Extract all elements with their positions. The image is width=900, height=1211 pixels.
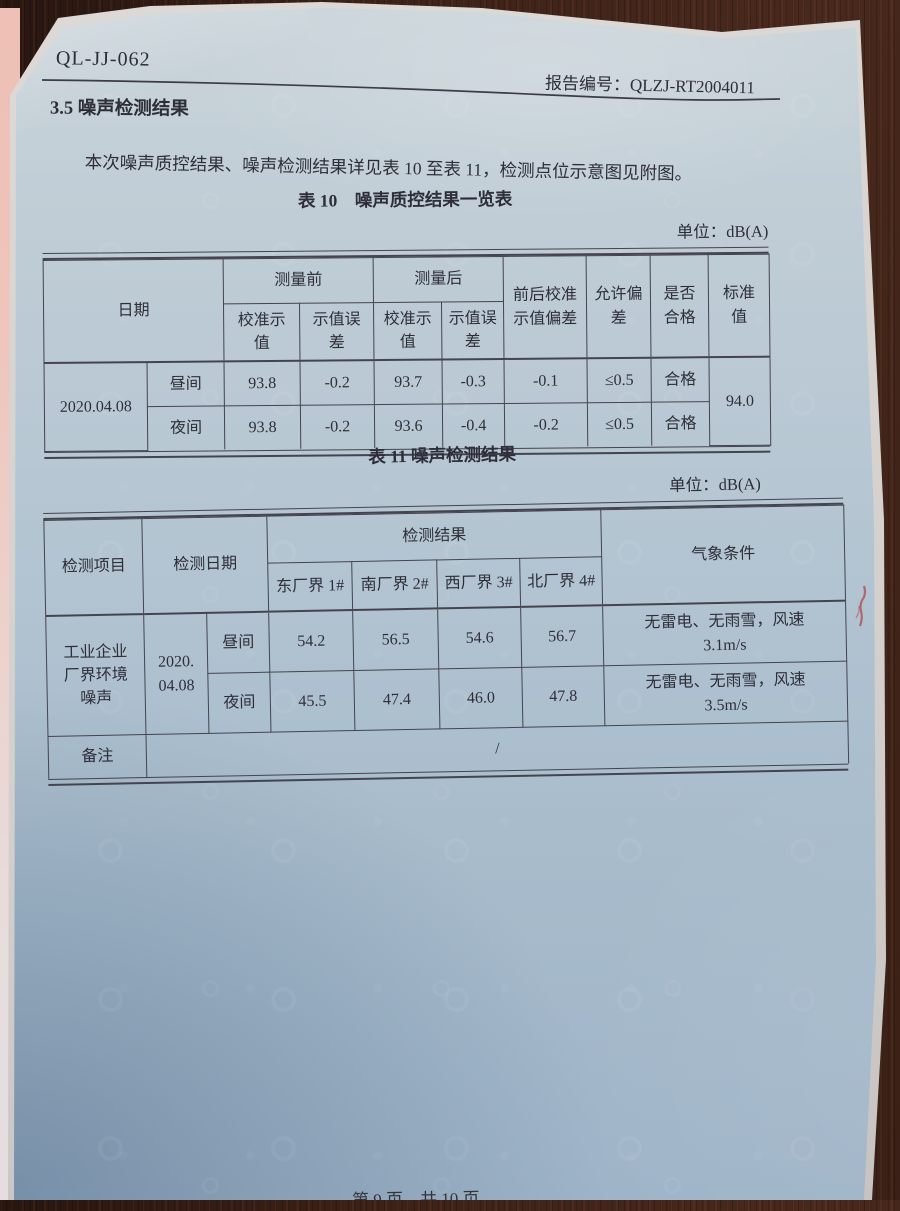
data-cell-item: 工业企业厂界环境噪声: [45, 614, 146, 737]
header-cell-point-north: 北厂界 4#: [519, 556, 603, 607]
table10-caption: 表 10 噪声质控结果一览表: [297, 188, 513, 211]
data-cell: 54.2: [268, 610, 354, 673]
data-cell-date: 2020.04.08: [143, 612, 209, 735]
data-cell: 47.4: [353, 668, 440, 731]
data-cell-period: 昼间: [206, 611, 270, 674]
header-cell-standard: 标准值: [708, 254, 771, 358]
header-cell-err-before: 示值误差: [299, 302, 375, 361]
table10-qc-results: 日期 测量前 测量后 前后校准示值偏差 允许偏差 是否合格 标准值 校准示值 示…: [43, 254, 772, 452]
table11-noise-results: 检测项目 检测日期 检测结果 气象条件 东厂界 1# 南厂界 2# 西厂界 3#…: [43, 505, 849, 779]
header-cell-after: 测量后: [373, 256, 504, 303]
header-cell-point-west: 西厂界 3#: [436, 558, 521, 609]
data-cell: 56.7: [520, 605, 604, 668]
data-cell: -0.2: [300, 404, 375, 449]
remark-label-cell: 备注: [47, 734, 147, 779]
data-cell: 93.8: [224, 405, 301, 450]
data-cell: 45.5: [269, 670, 355, 733]
header-rule-line: [41, 79, 781, 101]
header-cell-weather: 气象条件: [600, 505, 846, 606]
data-cell-date: 2020.04.08: [44, 362, 148, 451]
data-cell-weather: 无雷电、无雨雪，风速3.5m/s: [603, 661, 848, 726]
data-cell: 93.7: [374, 359, 443, 405]
data-cell-period: 昼间: [147, 361, 225, 407]
report-number: 报告编号：QLZJ-RT2004011: [544, 73, 756, 98]
data-cell: 合格: [651, 357, 710, 403]
table10-block: 表 10 噪声质控结果一览表 单位：dB(A) 日期 测量前 测量后 前后校准示…: [42, 184, 772, 459]
data-cell-period: 夜间: [147, 405, 225, 451]
data-cell: 56.5: [352, 608, 439, 671]
header-cell-before: 测量前: [223, 257, 374, 304]
header-cell-date: 日期: [43, 258, 225, 363]
data-cell: 46.0: [438, 667, 523, 729]
data-cell-standard-value: 94.0: [709, 356, 771, 446]
header-cell-test-date: 检测日期: [141, 516, 269, 615]
data-cell: -0.1: [504, 358, 588, 404]
header-cell-results: 检测结果: [266, 509, 602, 564]
data-cell-period: 夜间: [207, 672, 271, 734]
header-cell-deviation: 前后校准示值偏差: [503, 255, 588, 359]
data-cell: 54.6: [437, 606, 522, 669]
header-cell-cal-after: 校准示值: [373, 302, 443, 361]
intro-paragraph: 本次噪声质控结果、噪声检测结果详见表 10 至表 11，检测点位示意图见附图。: [84, 151, 693, 184]
header-cell-cal-before: 校准示值: [223, 303, 301, 362]
header-cell-item: 检测项目: [43, 518, 144, 616]
section-title: 3.5 噪声检测结果: [49, 98, 189, 120]
data-cell: -0.3: [442, 358, 505, 405]
data-cell: ≤0.5: [587, 357, 652, 403]
header-cell-allowed: 允许偏差: [586, 255, 652, 359]
header-cell-pass: 是否合格: [650, 254, 710, 358]
data-cell-weather: 无雷电、无雨雪，风速3.1m/s: [602, 600, 847, 666]
red-ink-edge-mark: [855, 585, 867, 627]
header-cell-err-after: 示值误差: [441, 301, 505, 360]
table10-unit: 单位：dB(A): [676, 221, 769, 242]
table11-block: 表 11 噪声检测结果 单位：dB(A) 检测项目 检测日期 检测结果 气象条件…: [42, 435, 849, 786]
data-cell: 93.8: [224, 360, 301, 406]
header-cell-point-south: 南厂界 2#: [351, 559, 438, 611]
page-footer: 第 9 页 共 10 页: [351, 1189, 480, 1210]
data-cell: -0.2: [300, 360, 375, 406]
header-cell-point-east: 东厂界 1#: [267, 561, 353, 612]
data-cell: 47.8: [521, 665, 605, 728]
